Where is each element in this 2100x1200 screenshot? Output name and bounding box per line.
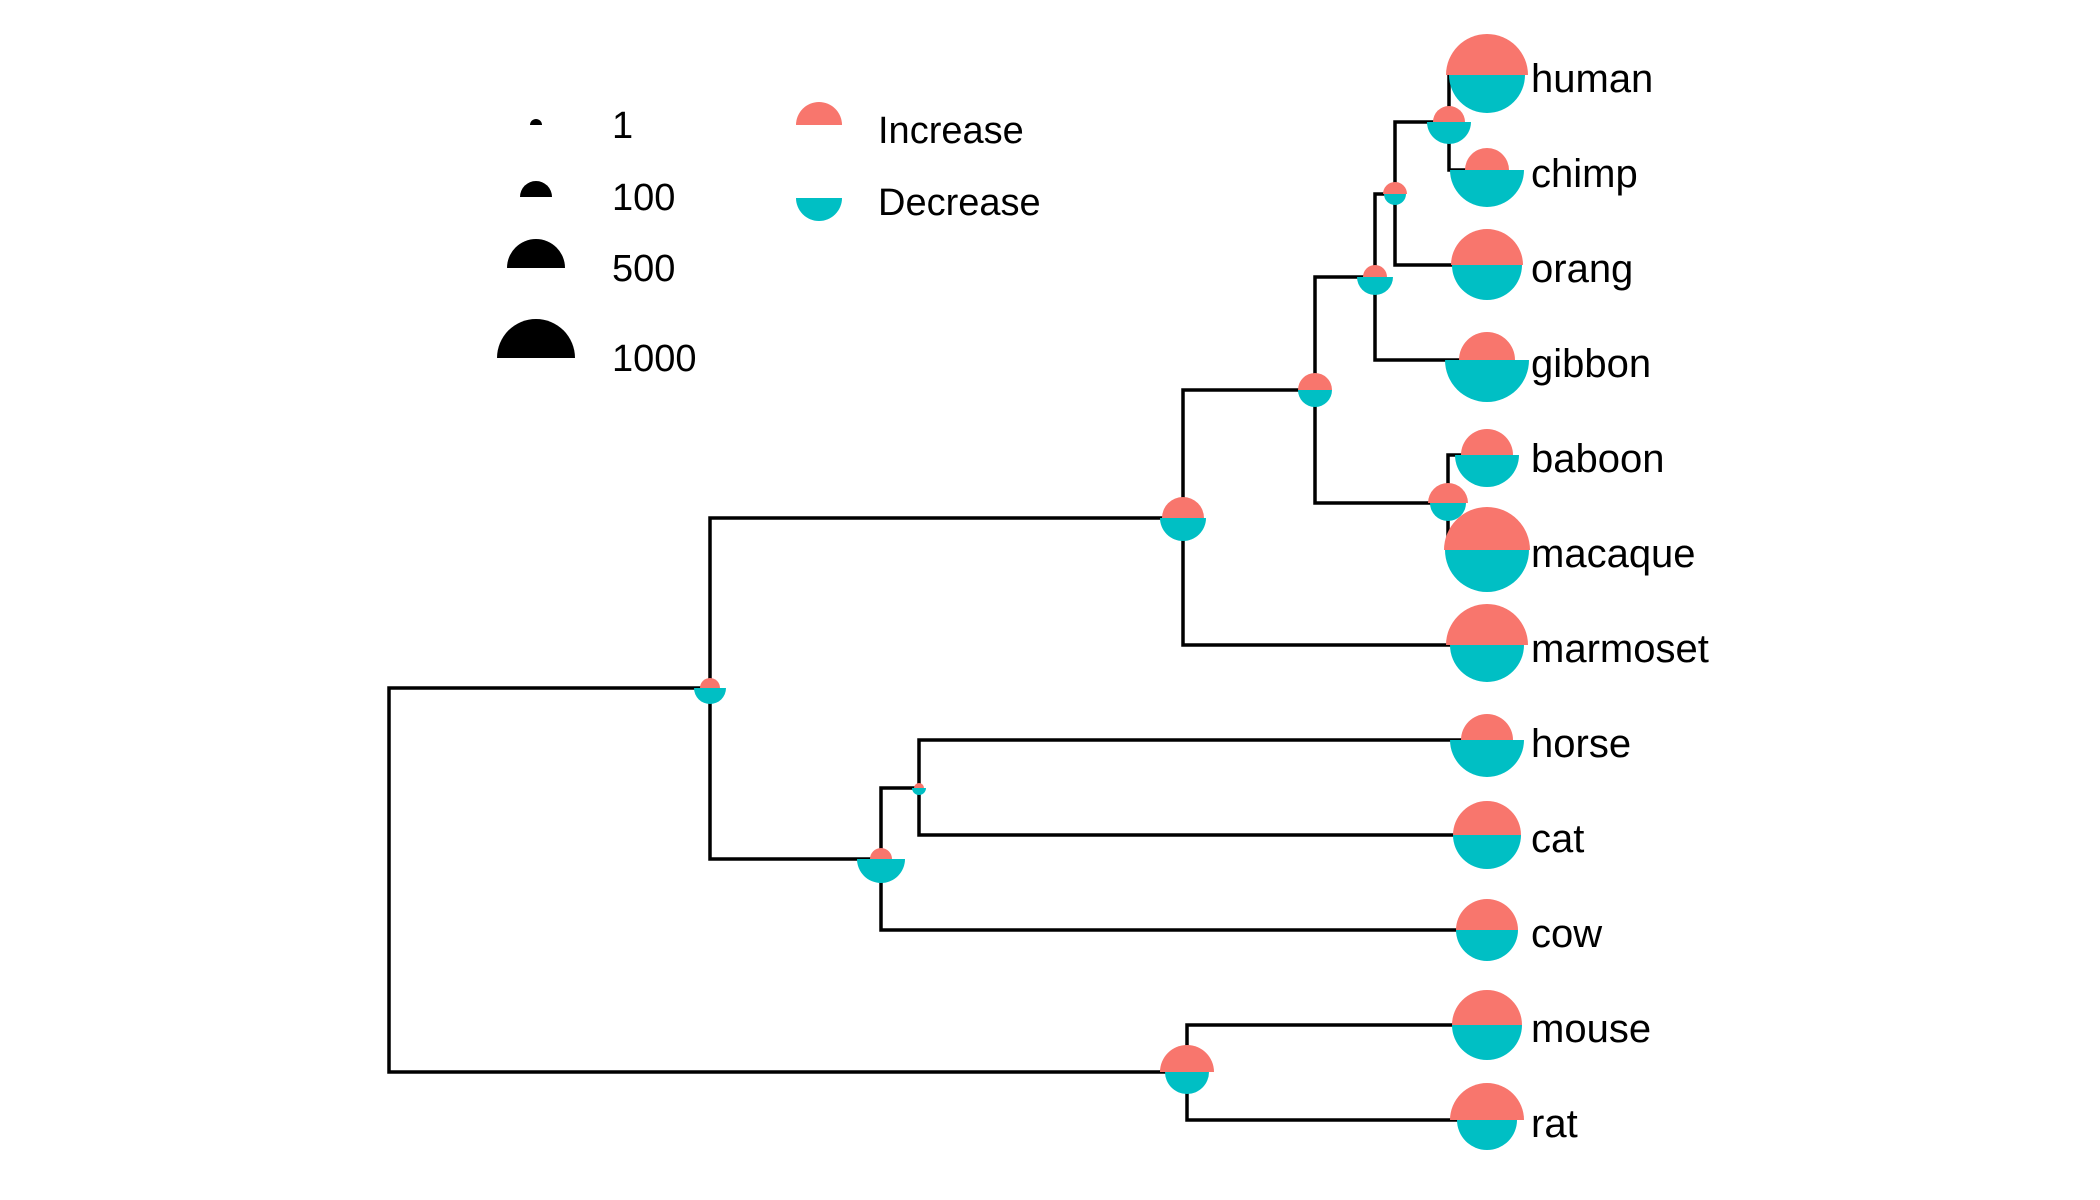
branches-layer [387, 73, 1487, 1122]
increase-semicircle-horse [1461, 714, 1513, 740]
node-glyphs-layer [694, 34, 1530, 1150]
increase-semicircle-cow [1456, 899, 1518, 930]
size-legend-label-100: 100 [612, 177, 675, 219]
tip-label-orang: orang [1531, 247, 1633, 291]
decrease-semicircle-chimp [1450, 170, 1524, 207]
decrease-semicircle-mouse [1452, 1025, 1522, 1060]
tip-label-horse: horse [1531, 722, 1631, 766]
increase-semicircle-n_hominoidea [1363, 265, 1387, 277]
size-legend-label-500: 500 [612, 248, 675, 290]
decrease-semicircle-n_cercopithecinae [1430, 503, 1466, 521]
increase-semicircle-n_glires [1160, 1045, 1214, 1072]
decrease-semicircle-baboon [1455, 455, 1519, 487]
decrease-semicircle-n_glires [1165, 1072, 1209, 1094]
size-legend-label-1: 1 [612, 105, 633, 147]
branch-n_simiiformes [708, 516, 1183, 688]
increase-semicircle-n_cercopithecinae [1428, 483, 1468, 503]
tip-label-mouse: mouse [1531, 1007, 1651, 1051]
branch-n_hominoidea [1313, 275, 1375, 390]
increase-semicircle-orang [1451, 229, 1523, 265]
decrease-semicircle-cow [1456, 930, 1518, 961]
increase-semicircle-n_euarchontoglires [700, 678, 720, 688]
increase-semicircle-human [1446, 34, 1528, 75]
color-legend-swatch-increase [796, 102, 842, 125]
increase-semicircle-marmoset [1446, 604, 1528, 645]
increase-semicircle-chimp [1465, 148, 1509, 170]
decrease-semicircle-gibbon [1445, 360, 1529, 402]
color-legend-label-decrease: Decrease [878, 182, 1041, 224]
decrease-semicircle-n_laurasiatheria [857, 859, 905, 883]
increase-semicircle-n_horsecat [914, 783, 924, 788]
size-legend-swatch-500 [507, 239, 565, 268]
decrease-semicircle-n_horsecat [912, 788, 926, 795]
branch-n_greatape [1373, 192, 1395, 277]
increase-semicircle-n_laurasiatheria [870, 848, 892, 859]
tip-labels-layer: human chimp orang gibbon baboon macaque marmos… [1531, 57, 1709, 1146]
tip-label-chimp: chimp [1531, 152, 1638, 196]
tip-label-cow: cow [1531, 912, 1602, 956]
increase-semicircle-n_greatape [1383, 182, 1407, 194]
branch-mouse [1185, 1023, 1487, 1072]
decrease-semicircle-n_hominoidea [1357, 277, 1393, 295]
color-legend-label-increase: Increase [878, 110, 1024, 152]
color-legend-swatch-decrease [796, 198, 842, 221]
branch-horse [917, 738, 1487, 788]
tip-label-macaque: macaque [1531, 532, 1696, 576]
tip-label-rat: rat [1531, 1102, 1578, 1146]
size-legend-swatch-1 [530, 119, 542, 125]
branch-n_horsecat [879, 786, 919, 859]
tip-label-marmoset: marmoset [1531, 627, 1709, 671]
decrease-semicircle-n_catarrhini [1298, 390, 1332, 407]
increase-semicircle-n_humanchimp [1433, 106, 1465, 122]
increase-semicircle-n_simiiformes [1162, 497, 1204, 518]
branch-n_catarrhini [1181, 388, 1315, 518]
decrease-semicircle-rat [1457, 1120, 1517, 1150]
branch-cat [917, 788, 1487, 837]
decrease-semicircle-n_greatape [1384, 194, 1406, 205]
tip-label-gibbon: gibbon [1531, 342, 1651, 386]
branch-n_glires [387, 880, 1187, 1074]
decrease-semicircle-horse [1450, 740, 1524, 777]
tip-label-human: human [1531, 57, 1653, 101]
decrease-semicircle-orang [1452, 265, 1522, 300]
branch-n_euarchontoglires [387, 686, 710, 880]
size-legend-swatch-100 [520, 181, 552, 197]
increase-semicircle-macaque [1444, 507, 1530, 550]
branch-marmoset [1181, 518, 1487, 647]
branch-n_cercopithecinae [1313, 390, 1448, 505]
legend-layer: 1 100 500 1000 Increase Decrease [497, 102, 1041, 380]
branch-cow [879, 859, 1487, 932]
decrease-semicircle-n_simiiformes [1160, 518, 1206, 541]
size-legend-swatch-1000 [497, 319, 575, 358]
branch-rat [1185, 1072, 1487, 1122]
increase-semicircle-gibbon [1459, 332, 1515, 360]
increase-semicircle-n_catarrhini [1298, 373, 1332, 390]
decrease-semicircle-marmoset [1450, 645, 1524, 682]
increase-semicircle-mouse [1452, 990, 1522, 1025]
increase-semicircle-rat [1450, 1083, 1524, 1120]
increase-semicircle-baboon [1461, 429, 1513, 455]
decrease-semicircle-human [1449, 75, 1525, 113]
size-legend-label-1000: 1000 [612, 338, 697, 380]
decrease-semicircle-cat [1453, 835, 1521, 869]
decrease-semicircle-macaque [1445, 550, 1529, 592]
tip-label-baboon: baboon [1531, 437, 1664, 481]
tip-label-cat: cat [1531, 817, 1584, 861]
increase-semicircle-cat [1453, 801, 1521, 835]
decrease-semicircle-n_humanchimp [1427, 122, 1471, 144]
decrease-semicircle-n_euarchontoglires [694, 688, 726, 704]
branch-n_laurasiatheria [708, 688, 881, 861]
